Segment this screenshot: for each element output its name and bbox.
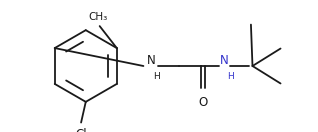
Text: O: O (199, 96, 208, 109)
Text: Cl: Cl (75, 128, 87, 132)
Text: CH₃: CH₃ (88, 12, 108, 22)
Text: N: N (220, 54, 229, 67)
Text: N: N (147, 54, 156, 67)
Text: H: H (154, 72, 160, 81)
Text: H: H (227, 72, 233, 81)
